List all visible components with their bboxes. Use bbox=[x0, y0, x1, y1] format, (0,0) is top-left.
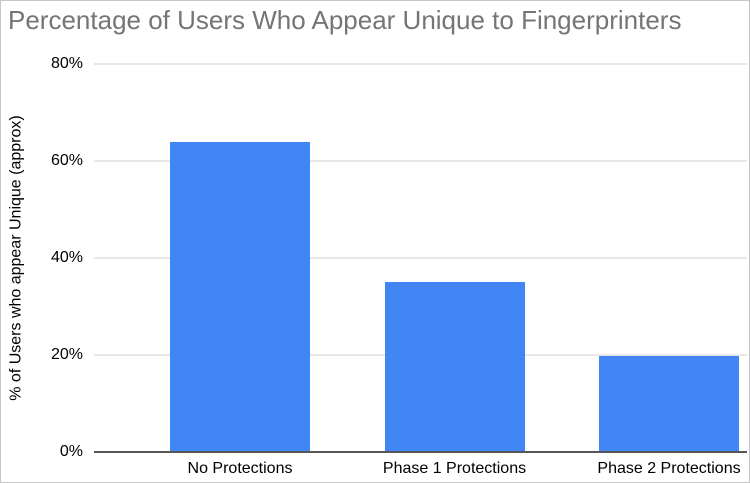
bar-phase-1-protections[interactable] bbox=[384, 282, 525, 452]
y-tick-label: 20% bbox=[50, 346, 83, 363]
bar-no-protections[interactable] bbox=[170, 141, 310, 452]
gridline bbox=[94, 63, 747, 65]
y-tick-label: 60% bbox=[50, 152, 83, 169]
y-tick-label: 0% bbox=[59, 443, 83, 460]
y-tick-label: 40% bbox=[50, 249, 83, 266]
y-tick-label: 80% bbox=[50, 55, 83, 72]
gridline bbox=[94, 257, 747, 259]
x-axis-line bbox=[94, 451, 747, 453]
x-tick-label: Phase 2 Protections bbox=[597, 460, 741, 477]
x-tick-label: No Protections bbox=[187, 460, 293, 477]
x-tick-label: Phase 1 Protections bbox=[382, 460, 527, 477]
gridline bbox=[94, 160, 747, 162]
bar-phase-2-protections[interactable] bbox=[599, 355, 739, 452]
chart-title: Percentage of Users Who Appear Unique to… bbox=[8, 5, 682, 35]
